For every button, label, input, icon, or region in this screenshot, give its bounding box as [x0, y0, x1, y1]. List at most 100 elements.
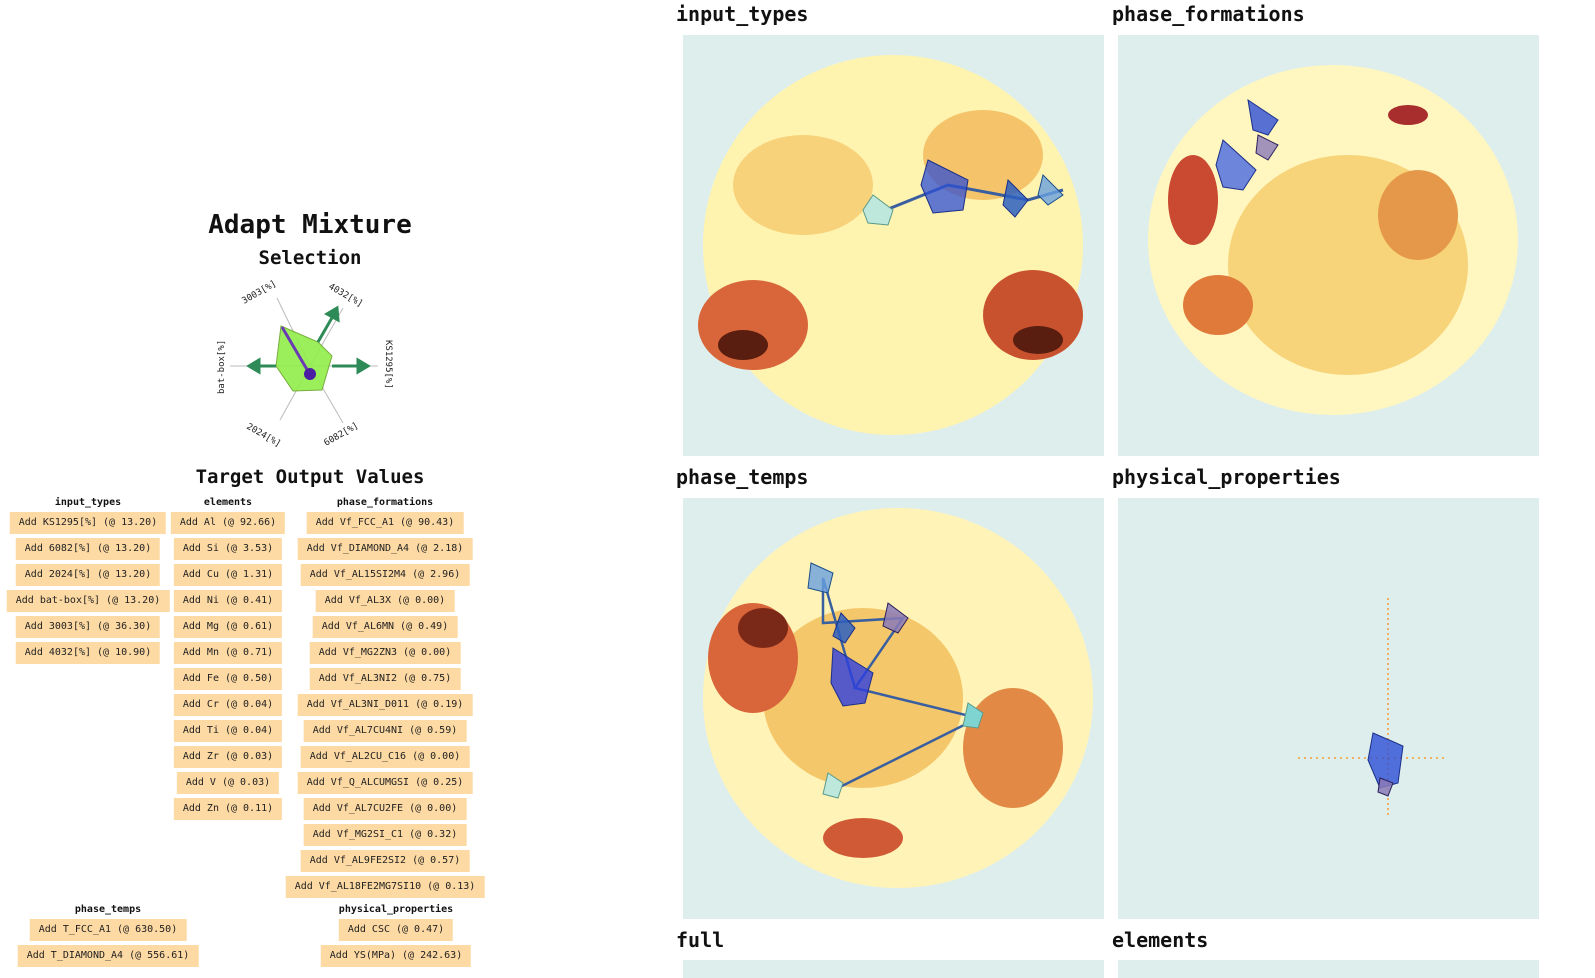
- add-input-6082-button[interactable]: Add 6082[%] (@ 13.20): [15, 538, 161, 560]
- map-hotspot: [738, 608, 788, 648]
- add-element-cr-button[interactable]: Add Cr (@ 0.04): [173, 694, 283, 716]
- add-element-al-button[interactable]: Add Al (@ 92.66): [170, 512, 286, 534]
- map-phase-formations[interactable]: [1118, 35, 1539, 456]
- add-csc-button[interactable]: Add CSC (@ 0.47): [338, 919, 454, 941]
- radar-target-marker: [304, 368, 316, 380]
- phase-temps-column: Add T_FCC_A1 (@ 630.50) Add T_DIAMOND_A4…: [17, 919, 199, 971]
- page-subtitle: Selection: [258, 247, 362, 269]
- add-t-diamond-a4-button[interactable]: Add T_DIAMOND_A4 (@ 556.61): [17, 945, 199, 967]
- add-input-4032-button[interactable]: Add 4032[%] (@ 10.90): [15, 642, 161, 664]
- map-marker: [920, 159, 969, 214]
- radar-arrowhead-batbox: [246, 357, 261, 375]
- elements-column: Add Al (@ 92.66) Add Si (@ 3.53) Add Cu …: [170, 512, 286, 824]
- add-vf-diamond-a4-button[interactable]: Add Vf_DIAMOND_A4 (@ 2.18): [297, 538, 473, 560]
- map-marker: [807, 562, 834, 594]
- radar-selection-area: [275, 325, 333, 392]
- map-hotspot: [963, 688, 1063, 808]
- map-marker: [1215, 139, 1257, 191]
- add-input-3003-button[interactable]: Add 3003[%] (@ 36.30): [15, 616, 161, 638]
- input-types-column: Add KS1295[%] (@ 13.20) Add 6082[%] (@ 1…: [6, 512, 170, 668]
- radar-arrowhead-ks1295: [356, 357, 371, 375]
- add-element-cu-button[interactable]: Add Cu (@ 1.31): [173, 564, 283, 586]
- add-vf-fcc-a1-button[interactable]: Add Vf_FCC_A1 (@ 90.43): [306, 512, 464, 534]
- add-vf-al2cu-c16-button[interactable]: Add Vf_AL2CU_C16 (@ 0.00): [300, 746, 470, 768]
- map-marker: [1002, 178, 1029, 218]
- add-input-2024-button[interactable]: Add 2024[%] (@ 13.20): [15, 564, 161, 586]
- map-marker: [1037, 174, 1064, 206]
- add-vf-al15si2m4-button[interactable]: Add Vf_AL15SI2M4 (@ 2.96): [300, 564, 470, 586]
- radar-arrow-4032: [316, 315, 335, 343]
- map-hotspot: [718, 330, 768, 360]
- map-hotspot: [1183, 275, 1253, 335]
- add-element-mg-button[interactable]: Add Mg (@ 0.61): [173, 616, 283, 638]
- map-marker: [822, 772, 844, 799]
- map-title-input-types: input_types: [676, 2, 809, 26]
- target-output-title: Target Output Values: [195, 466, 425, 488]
- add-t-fcc-a1-button[interactable]: Add T_FCC_A1 (@ 630.50): [29, 919, 187, 941]
- page-title: Adapt Mixture: [208, 210, 412, 240]
- physical-properties-header: physical_properties: [338, 904, 454, 915]
- map-phase-temps[interactable]: [683, 498, 1104, 919]
- phase-temps-header: phase_temps: [74, 904, 142, 915]
- add-vf-al6mn-button[interactable]: Add Vf_AL6MN (@ 0.49): [312, 616, 458, 638]
- add-element-zr-button[interactable]: Add Zr (@ 0.03): [173, 746, 283, 768]
- add-element-ni-button[interactable]: Add Ni (@ 0.41): [173, 590, 283, 612]
- add-vf-al3x-button[interactable]: Add Vf_AL3X (@ 0.00): [315, 590, 455, 612]
- map-marker: [962, 702, 984, 729]
- map-hotspot: [1388, 105, 1428, 125]
- add-vf-al3ni-d011-button[interactable]: Add Vf_AL3NI_D011 (@ 0.19): [297, 694, 473, 716]
- add-vf-al18fe2mg7si10-button[interactable]: Add Vf_AL18FE2MG7SI10 (@ 0.13): [285, 876, 485, 898]
- phase-formations-column: Add Vf_FCC_A1 (@ 90.43) Add Vf_DIAMOND_A…: [285, 512, 485, 902]
- radar-label-3003: 3003[%]: [241, 279, 279, 307]
- add-element-si-button[interactable]: Add Si (@ 3.53): [173, 538, 283, 560]
- physical-properties-column: Add CSC (@ 0.47) Add YS(MPa) (@ 242.63): [320, 919, 472, 971]
- selection-radar-chart[interactable]: KS1295[%] 4032[%] 3003[%] bat-box[%] 202…: [200, 270, 420, 460]
- map-hotspot: [1378, 170, 1458, 260]
- radar-label-4032: 4032[%]: [327, 282, 365, 310]
- map-full[interactable]: [683, 960, 1104, 978]
- add-vf-al7cu4ni-button[interactable]: Add Vf_AL7CU4NI (@ 0.59): [303, 720, 467, 742]
- map-title-phase-formations: phase_formations: [1112, 2, 1305, 26]
- add-vf-al9fe2si2-button[interactable]: Add Vf_AL9FE2SI2 (@ 0.57): [300, 850, 470, 872]
- map-hotspot: [1013, 326, 1063, 354]
- add-element-v-button[interactable]: Add V (@ 0.03): [176, 772, 280, 794]
- radar-label-2024: 2024[%]: [245, 422, 283, 450]
- add-vf-mg2zn3-button[interactable]: Add Vf_MG2ZN3 (@ 0.00): [309, 642, 461, 664]
- radar-arrowhead-4032: [323, 305, 340, 323]
- add-input-ks1295-button[interactable]: Add KS1295[%] (@ 13.20): [9, 512, 167, 534]
- add-ys-mpa-button[interactable]: Add YS(MPa) (@ 242.63): [320, 945, 472, 967]
- add-element-mn-button[interactable]: Add Mn (@ 0.71): [173, 642, 283, 664]
- add-element-ti-button[interactable]: Add Ti (@ 0.04): [173, 720, 283, 742]
- elements-header: elements: [203, 497, 253, 508]
- add-element-zn-button[interactable]: Add Zn (@ 0.11): [173, 798, 283, 820]
- input-types-header: input_types: [54, 497, 122, 508]
- map-marker: [832, 612, 856, 644]
- add-vf-q-alcumgsi-button[interactable]: Add Vf_Q_ALCUMGSI (@ 0.25): [297, 772, 473, 794]
- add-element-fe-button[interactable]: Add Fe (@ 0.50): [173, 668, 283, 690]
- map-marker: [1247, 98, 1279, 136]
- map-elements[interactable]: [1118, 960, 1539, 978]
- map-title-phase-temps: phase_temps: [676, 465, 809, 489]
- map-marker: [882, 602, 909, 634]
- map-cloud-shade: [733, 135, 873, 235]
- radar-label-ks1295: KS1295[%]: [383, 340, 393, 389]
- add-input-batbox-button[interactable]: Add bat-box[%] (@ 13.20): [6, 590, 170, 612]
- map-marker: [1377, 777, 1394, 797]
- map-title-elements: elements: [1112, 928, 1209, 952]
- map-title-full: full: [676, 928, 725, 952]
- map-cloud: [703, 55, 1083, 435]
- map-marker: [862, 194, 894, 226]
- map-hotspot: [1168, 155, 1218, 245]
- add-vf-al3ni2-button[interactable]: Add Vf_AL3NI2 (@ 0.75): [309, 668, 461, 690]
- map-title-physical-properties: physical_properties: [1112, 465, 1341, 489]
- map-marker: [1255, 134, 1279, 161]
- radar-label-6082: 6082[%]: [323, 421, 361, 449]
- add-vf-mg2si-c1-button[interactable]: Add Vf_MG2SI_C1 (@ 0.32): [303, 824, 467, 846]
- phase-formations-header: phase_formations: [336, 497, 434, 508]
- radar-label-batbox: bat-box[%]: [217, 340, 227, 394]
- map-physical-properties[interactable]: [1118, 498, 1539, 919]
- map-hotspot: [823, 818, 903, 858]
- add-vf-al7cu2fe-button[interactable]: Add Vf_AL7CU2FE (@ 0.00): [303, 798, 467, 820]
- map-input-types[interactable]: [683, 35, 1104, 456]
- map-marker: [830, 647, 874, 707]
